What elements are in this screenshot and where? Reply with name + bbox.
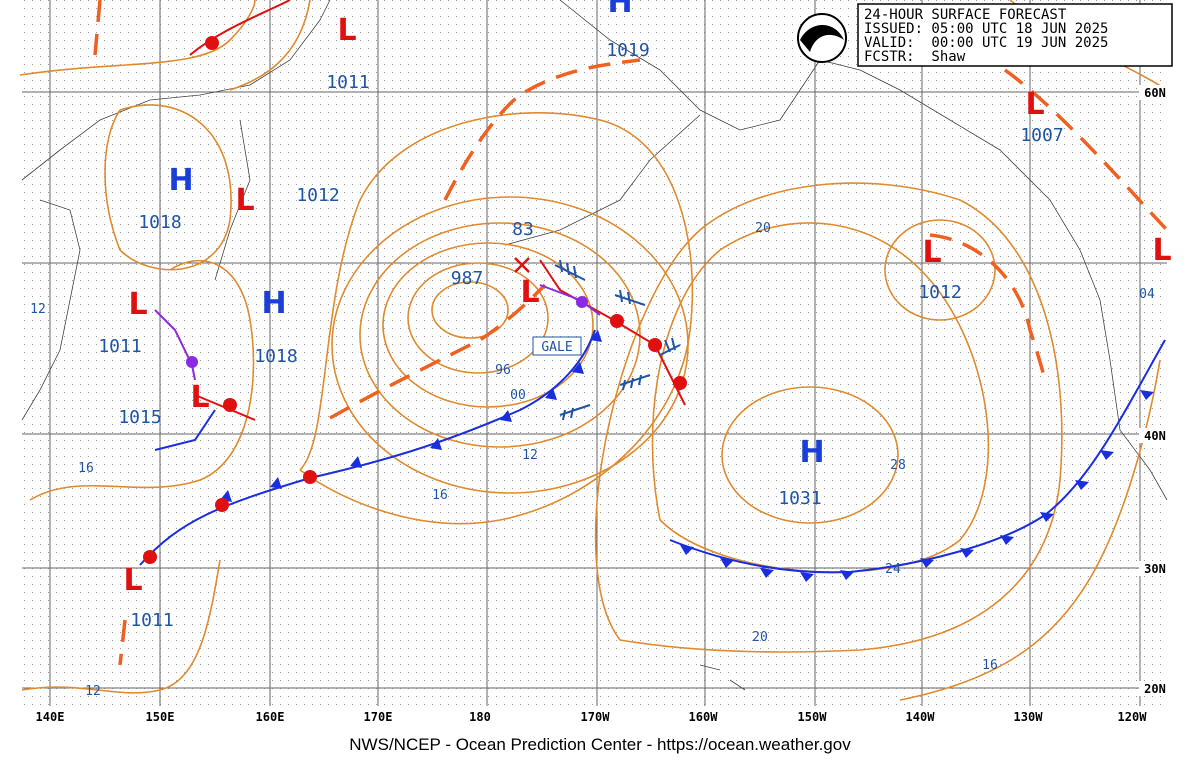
pressure-label: 987 (451, 268, 484, 289)
low-symbol: L (1152, 233, 1171, 268)
header-line: VALID: 00:00 UTC 19 JUN 2025 (864, 35, 1108, 51)
gale-box (532, 336, 582, 356)
pressure-label: 1031 (778, 488, 821, 509)
center-x-marks (514, 257, 530, 273)
isobar-label: 16 (982, 658, 998, 673)
isobar-label: 16 (78, 461, 94, 476)
label-strip (0, 706, 1200, 734)
troughs (93, 0, 1169, 666)
gale-warning: GALE (541, 340, 572, 355)
pressure-label: 1012 (296, 185, 339, 206)
noaa-logo (797, 13, 847, 63)
pressure-label: 1011 (98, 336, 141, 357)
pressure-label: 1007 (1020, 125, 1063, 146)
wind-barbs (554, 259, 681, 421)
header-line: 24-HOUR SURFACE FORECAST (864, 7, 1067, 23)
isobar-label: 20 (755, 221, 771, 236)
isobar-label: 24 (885, 562, 901, 577)
isobar-label: 04 (1139, 287, 1155, 302)
longitude-label: 170E (364, 710, 393, 724)
latitude-label: 40N (1144, 429, 1166, 443)
isobar-label: 00 (510, 388, 526, 403)
low-symbol: L (235, 183, 254, 218)
longitude-label: 160E (256, 710, 285, 724)
isobar-label: 16 (432, 488, 448, 503)
fronts (139, 0, 1166, 582)
isobar-label: 12 (522, 448, 538, 463)
header-line: ISSUED: 05:00 UTC 18 JUN 2025 (864, 21, 1108, 37)
pressure-label: 1015 (118, 407, 161, 428)
latitude-label: 60N (1144, 86, 1166, 100)
longitude-label: 170W (581, 710, 611, 724)
pressure-label: 1011 (130, 610, 173, 631)
low-symbol: L (190, 380, 209, 415)
header-line: FCSTR: Shaw (864, 49, 966, 65)
pressure-label: 1018 (254, 346, 297, 367)
low-symbol: L (128, 287, 147, 322)
pressure-label: 83 (512, 219, 534, 240)
longitude-label: 130W (1014, 710, 1044, 724)
latitude-label: 30N (1144, 562, 1166, 576)
longitude-label: 180 (469, 710, 491, 724)
low-symbol: L (1025, 87, 1044, 122)
isobar-labels: 12 16 12 96 00 12 16 20 28 24 20 16 04 (30, 221, 1155, 699)
longitude-labels: 140E 150E 160E 170E 180 170W 160W 150W 1… (36, 710, 1148, 724)
longitude-label: 150W (798, 710, 828, 724)
high-symbol: H (168, 163, 193, 198)
isobar-label: 96 (495, 363, 511, 378)
longitude-label: 160W (689, 710, 719, 724)
isobar-label: 12 (30, 302, 46, 317)
isobar-label: 28 (890, 458, 906, 473)
pressure-label: 1018 (138, 212, 181, 233)
low-symbol: L (922, 235, 941, 270)
pressure-label: 1019 (606, 40, 649, 61)
longitude-label: 150E (146, 710, 175, 724)
longitude-label: 140E (36, 710, 65, 724)
isobar-label: 12 (85, 684, 101, 699)
longitude-label: 140W (906, 710, 936, 724)
coastlines (21, 0, 1168, 691)
footer: NWS/NCEP - Ocean Prediction Center - htt… (349, 735, 851, 754)
isobar-label: 20 (752, 630, 768, 645)
graticule (22, 0, 1167, 712)
pressure-label: 1011 (326, 72, 369, 93)
high-symbol: H (799, 435, 824, 470)
dot-grid (22, 0, 1167, 712)
low-symbol: L (123, 563, 142, 598)
latitude-labels: 60N 40N 30N 20N (1139, 85, 1171, 696)
longitude-label: 120W (1118, 710, 1148, 724)
low-symbol: L (520, 275, 539, 310)
header-box (857, 3, 1173, 67)
high-symbol: H (261, 286, 286, 321)
high-symbol: H (607, 0, 632, 20)
low-symbol: L (337, 13, 356, 48)
pressure-label: 1012 (918, 282, 961, 303)
latitude-label: 20N (1144, 682, 1166, 696)
